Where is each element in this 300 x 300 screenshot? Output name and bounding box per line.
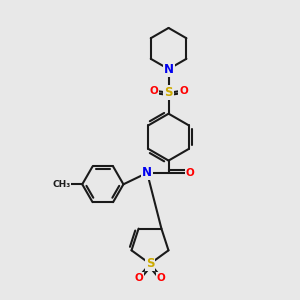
Text: CH₃: CH₃: [52, 180, 70, 189]
Text: O: O: [186, 168, 195, 178]
Text: O: O: [157, 273, 165, 283]
Text: S: S: [164, 86, 173, 99]
Text: O: O: [179, 85, 188, 95]
Text: N: N: [164, 63, 174, 76]
Text: N: N: [142, 167, 152, 179]
Text: S: S: [146, 257, 154, 270]
Text: O: O: [149, 85, 158, 95]
Text: O: O: [135, 273, 143, 283]
